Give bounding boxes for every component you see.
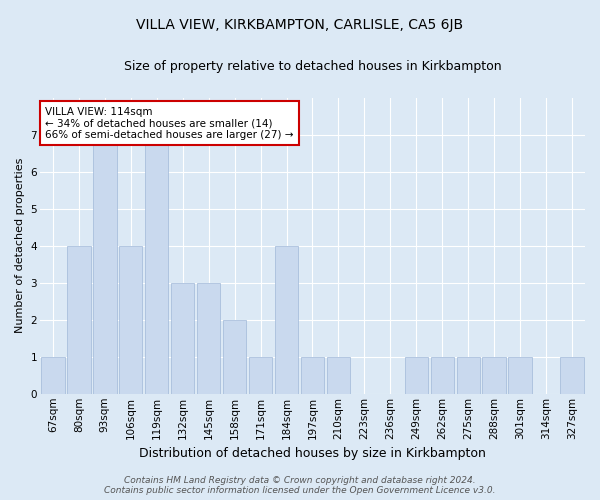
Bar bbox=[327, 357, 350, 394]
Bar bbox=[301, 357, 324, 394]
Bar bbox=[275, 246, 298, 394]
Bar bbox=[145, 135, 169, 394]
Bar bbox=[404, 357, 428, 394]
Bar bbox=[560, 357, 584, 394]
Bar bbox=[41, 357, 65, 394]
Bar bbox=[223, 320, 246, 394]
Bar bbox=[67, 246, 91, 394]
Y-axis label: Number of detached properties: Number of detached properties bbox=[15, 158, 25, 334]
Bar bbox=[93, 135, 116, 394]
Text: VILLA VIEW, KIRKBAMPTON, CARLISLE, CA5 6JB: VILLA VIEW, KIRKBAMPTON, CARLISLE, CA5 6… bbox=[136, 18, 464, 32]
Bar bbox=[457, 357, 480, 394]
Text: VILLA VIEW: 114sqm
← 34% of detached houses are smaller (14)
66% of semi-detache: VILLA VIEW: 114sqm ← 34% of detached hou… bbox=[46, 106, 294, 140]
Bar bbox=[171, 283, 194, 394]
Title: Size of property relative to detached houses in Kirkbampton: Size of property relative to detached ho… bbox=[124, 60, 501, 73]
Text: Contains HM Land Registry data © Crown copyright and database right 2024.
Contai: Contains HM Land Registry data © Crown c… bbox=[104, 476, 496, 495]
Bar bbox=[508, 357, 532, 394]
Bar bbox=[249, 357, 272, 394]
Bar bbox=[482, 357, 506, 394]
Bar bbox=[119, 246, 142, 394]
Bar bbox=[197, 283, 220, 394]
X-axis label: Distribution of detached houses by size in Kirkbampton: Distribution of detached houses by size … bbox=[139, 447, 486, 460]
Bar bbox=[431, 357, 454, 394]
